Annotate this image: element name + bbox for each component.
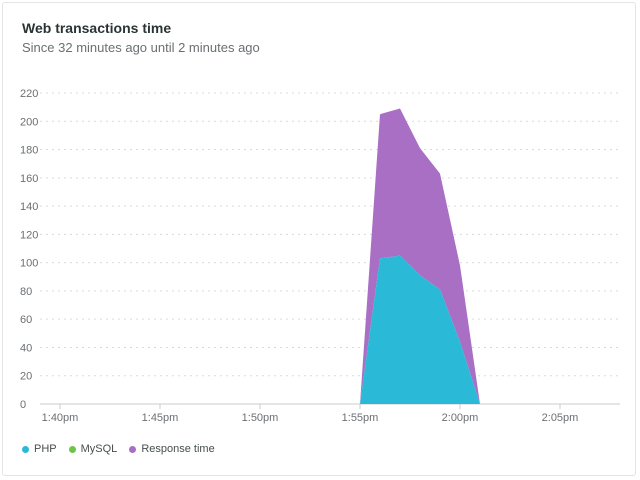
legend-swatch-php <box>22 445 29 453</box>
legend-label-response-time: Response time <box>141 443 215 455</box>
legend-item-php[interactable]: PHP <box>22 443 57 455</box>
y-tick-label-80: 80 <box>20 286 32 298</box>
legend-swatch-response-time <box>129 445 137 453</box>
legend-item-mysql[interactable]: MySQL <box>68 443 118 455</box>
y-tick-label-140: 140 <box>20 201 38 213</box>
legend-label-mysql: MySQL <box>80 443 118 455</box>
x-tick-label-1:50pm: 1:50pm <box>242 412 279 424</box>
legend-item-response-time[interactable]: Response time <box>129 443 215 455</box>
y-tick-label-200: 200 <box>20 116 38 128</box>
y-tick-label-0: 0 <box>20 399 26 411</box>
chart-card: Web transactions time Since 32 minutes a… <box>2 2 636 476</box>
y-tick-label-20: 20 <box>20 371 32 383</box>
x-tick-label-2:00pm: 2:00pm <box>442 412 479 424</box>
x-tick-label-1:55pm: 1:55pm <box>342 412 379 424</box>
chart-subtitle: Since 32 minutes ago until 2 minutes ago <box>22 40 260 55</box>
area-php <box>360 255 480 404</box>
y-tick-label-100: 100 <box>20 258 38 270</box>
x-tick-label-1:40pm: 1:40pm <box>42 412 79 424</box>
chart-title: Web transactions time <box>22 20 172 36</box>
y-tick-label-180: 180 <box>20 145 38 157</box>
legend-swatch-mysql <box>68 445 76 453</box>
area-response-time <box>360 108 480 405</box>
y-tick-label-40: 40 <box>20 342 32 354</box>
y-tick-label-220: 220 <box>20 88 38 100</box>
x-tick-label-2:05pm: 2:05pm <box>542 412 579 424</box>
y-tick-label-120: 120 <box>20 229 38 241</box>
y-tick-label-60: 60 <box>20 314 32 326</box>
legend-label-php: PHP <box>34 443 57 455</box>
y-tick-label-160: 160 <box>20 173 38 185</box>
x-tick-label-1:45pm: 1:45pm <box>142 412 179 424</box>
chart-legend: PHP MySQL Response time <box>22 443 215 455</box>
